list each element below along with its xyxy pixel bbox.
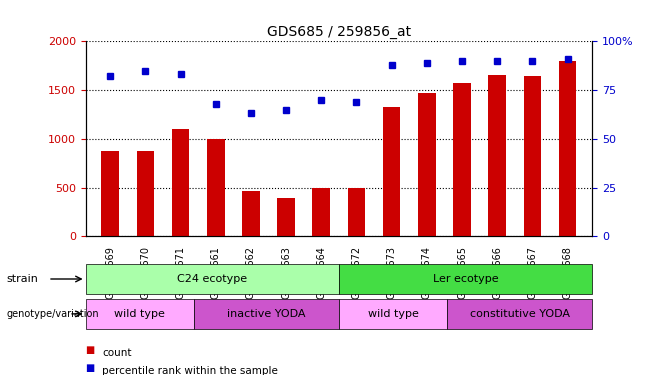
Bar — [488, 75, 506, 236]
Text: C24 ecotype: C24 ecotype — [177, 274, 247, 284]
Bar — [207, 139, 224, 236]
Text: count: count — [102, 348, 132, 357]
Bar — [347, 189, 365, 236]
Text: Ler ecotype: Ler ecotype — [433, 274, 498, 284]
Text: ■: ■ — [86, 345, 95, 354]
Text: constitutive YODA: constitutive YODA — [470, 309, 570, 319]
Bar — [418, 93, 436, 236]
Bar — [172, 129, 190, 236]
Text: genotype/variation: genotype/variation — [7, 309, 99, 319]
Bar — [101, 152, 119, 236]
Bar — [383, 106, 401, 236]
Bar — [313, 188, 330, 236]
Text: inactive YODA: inactive YODA — [227, 309, 306, 319]
Bar — [277, 198, 295, 236]
Text: strain: strain — [7, 274, 38, 284]
Text: wild type: wild type — [114, 309, 165, 319]
Bar — [524, 76, 541, 236]
Bar — [242, 191, 260, 236]
Title: GDS685 / 259856_at: GDS685 / 259856_at — [266, 25, 411, 39]
Text: wild type: wild type — [368, 309, 418, 319]
Bar — [137, 152, 154, 236]
Bar — [559, 61, 576, 236]
Text: percentile rank within the sample: percentile rank within the sample — [102, 366, 278, 375]
Text: ■: ■ — [86, 363, 95, 373]
Bar — [453, 83, 471, 236]
